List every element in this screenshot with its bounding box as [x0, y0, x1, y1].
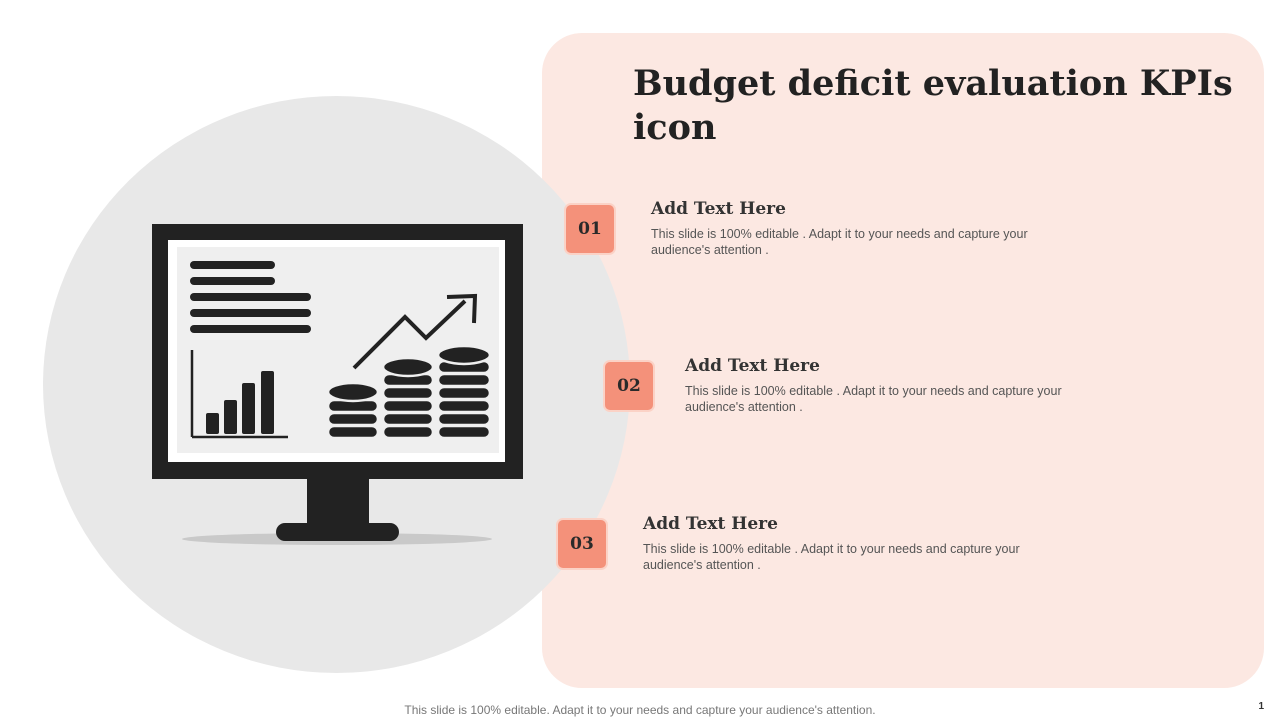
step-heading: Add Text Here	[651, 199, 786, 219]
step-heading: Add Text Here	[643, 514, 778, 534]
document-lines-icon	[190, 261, 311, 333]
trend-arrow-icon	[352, 293, 478, 370]
step-description: This slide is 100% editable . Adapt it t…	[643, 542, 1020, 572]
step-description: This slide is 100% editable . Adapt it t…	[685, 384, 1062, 414]
page-number: 1	[1258, 701, 1264, 712]
step-heading: Add Text Here	[685, 356, 820, 376]
slide-title: Budget deficit evaluation KPIs icon	[633, 63, 1233, 148]
step-description: This slide is 100% editable . Adapt it t…	[651, 227, 1028, 257]
step-number-badge: 03	[556, 518, 608, 570]
content-panel	[542, 33, 1264, 688]
monitor-icon	[152, 224, 523, 545]
bar-chart-icon	[190, 350, 288, 439]
footer-text: This slide is 100% editable. Adapt it to…	[404, 703, 876, 717]
step-number-badge: 02	[603, 360, 655, 412]
step-number-badge: 01	[564, 203, 616, 255]
coin-stack-icon	[326, 344, 492, 440]
footer-note: This slide is 100% editable. Adapt it to…	[0, 703, 1280, 717]
